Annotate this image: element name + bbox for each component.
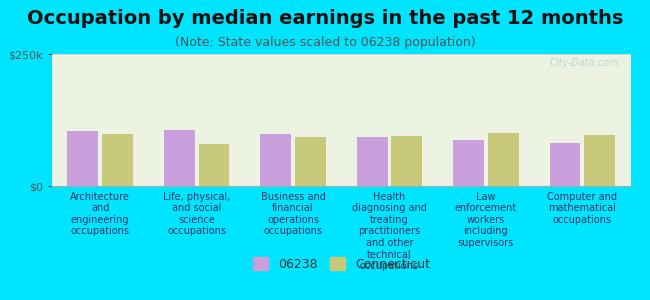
Text: City-Data.com: City-Data.com <box>549 58 619 68</box>
Bar <box>164 130 195 186</box>
Bar <box>584 135 615 186</box>
Bar <box>549 143 580 186</box>
Bar <box>68 130 98 186</box>
Legend: 06238, Connecticut: 06238, Connecticut <box>249 254 434 275</box>
Text: Occupation by median earnings in the past 12 months: Occupation by median earnings in the pas… <box>27 9 623 28</box>
Bar <box>102 134 133 186</box>
Bar <box>357 137 387 186</box>
Text: (Note: State values scaled to 06238 population): (Note: State values scaled to 06238 popu… <box>175 36 475 49</box>
Bar <box>295 137 326 186</box>
Bar <box>488 133 519 186</box>
Bar <box>391 136 423 186</box>
Bar <box>453 140 484 186</box>
Bar <box>198 144 229 186</box>
Bar <box>260 134 291 186</box>
